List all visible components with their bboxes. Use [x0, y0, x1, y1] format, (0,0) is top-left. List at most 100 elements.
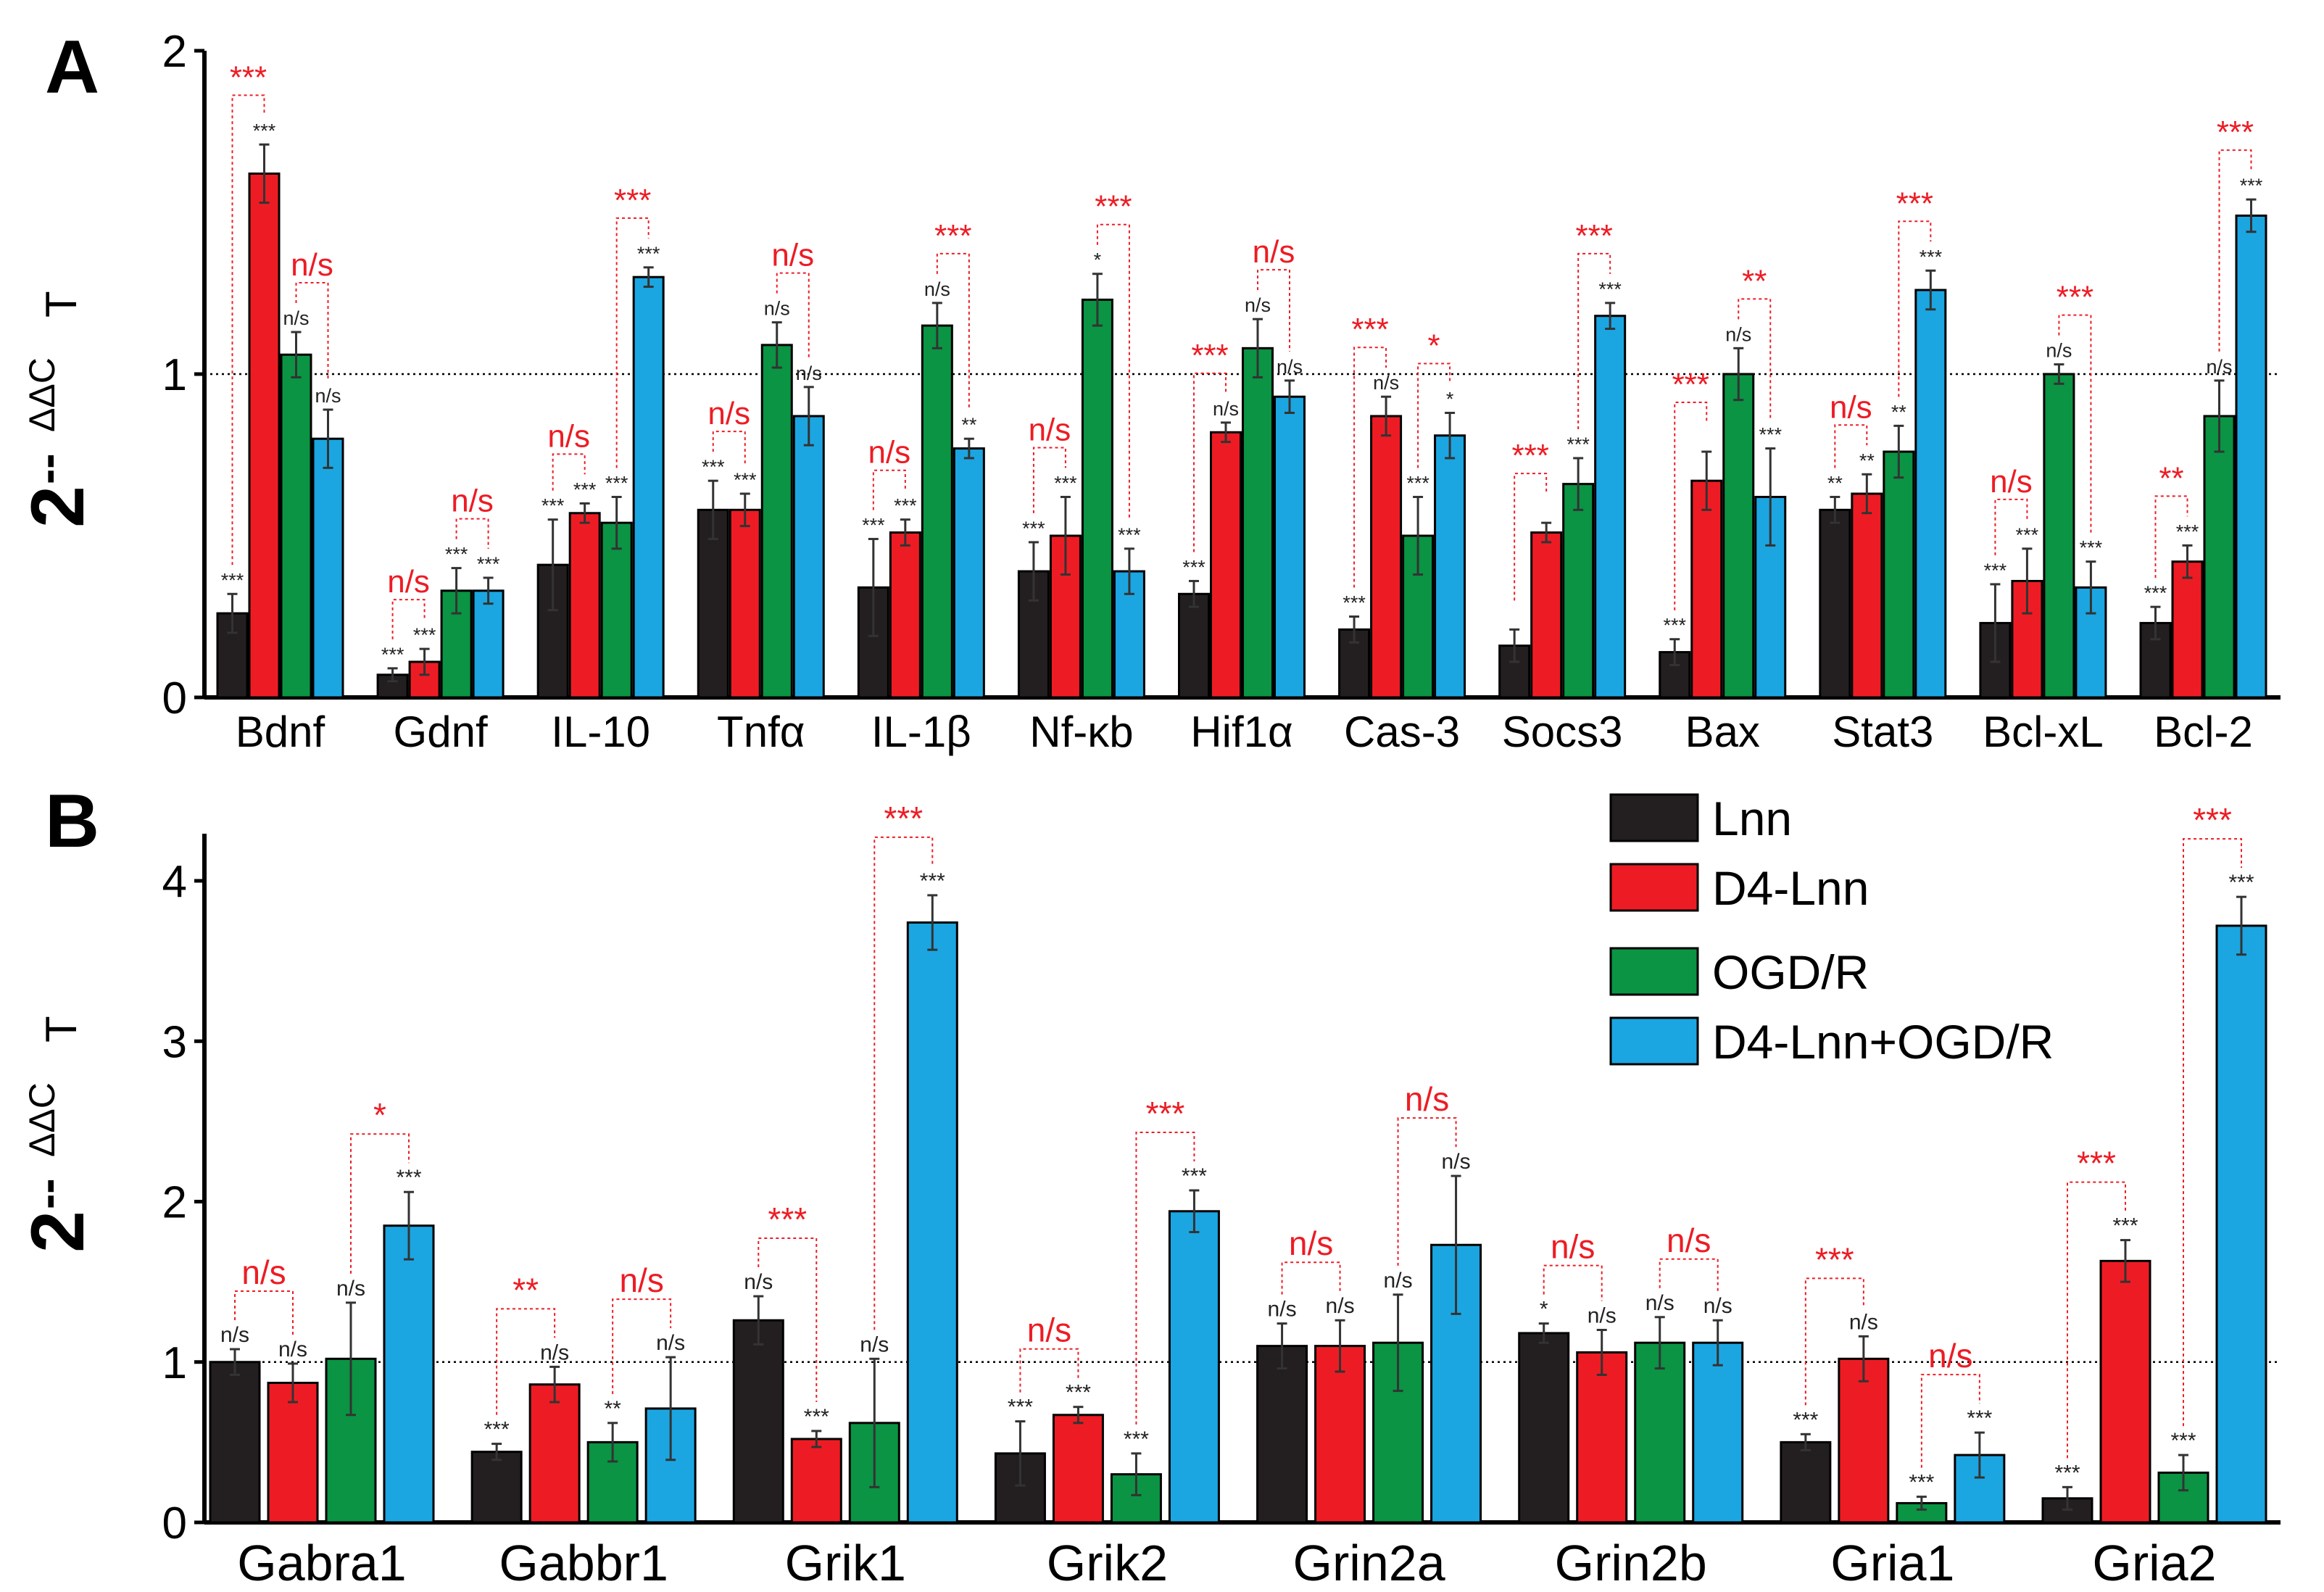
panel-a: A 2 -- ΔΔC T 012******n/sn/s***n/sBdnf**…	[16, 25, 2281, 756]
bar-significance: ***	[920, 869, 945, 893]
bar	[1274, 395, 1306, 699]
bar-significance: ***	[1566, 434, 1590, 455]
bar-significance: n/s	[1245, 294, 1271, 316]
panel-b-plot: 01234n/sn/sn/s***n/s*Gabra1***n/s**n/s**…	[162, 800, 2281, 1591]
bar-significance: ***	[605, 472, 628, 494]
bar	[1256, 1345, 1308, 1524]
bar-significance: n/s	[1268, 1298, 1297, 1322]
bracket-label: ***	[1896, 186, 1933, 221]
bar	[568, 512, 601, 699]
bar-significance: ***	[2080, 537, 2103, 559]
bar-significance: ***	[2240, 175, 2263, 196]
category-label: Cas-3	[1344, 708, 1460, 756]
category-label: Grin2b	[1555, 1535, 1707, 1591]
bar-significance: ***	[221, 569, 244, 591]
bracket-label: *	[373, 1096, 386, 1134]
significance-bracket	[1397, 1117, 1457, 1266]
bar-significance: n/s	[1213, 398, 1239, 420]
bracket-label: ***	[768, 1201, 807, 1238]
significance-bracket	[1135, 1132, 1195, 1425]
bracket-label: ***	[2217, 115, 2254, 150]
legend-label: OGD/R	[1712, 945, 1869, 999]
significance-bracket	[712, 431, 746, 465]
category-label: Gdnf	[394, 708, 488, 756]
significance-bracket	[1417, 362, 1451, 468]
category-label: Bax	[1685, 708, 1760, 756]
panel-b-ylabel-sup: ΔΔC	[22, 1082, 62, 1157]
significance-bracket	[1019, 1348, 1079, 1393]
bar-significance: ***	[1920, 246, 1943, 268]
significance-bracket	[1281, 1261, 1341, 1295]
bar-significance: ***	[2054, 1461, 2080, 1485]
bracket-label: n/s	[771, 238, 814, 273]
bar-significance: ***	[1054, 472, 1077, 494]
significance-bracket	[350, 1133, 410, 1274]
bar-significance: ***	[2228, 871, 2254, 895]
bar	[1576, 1351, 1628, 1524]
bracket-label: **	[2159, 460, 2183, 496]
bar	[1914, 289, 1947, 699]
bracket-label: n/s	[241, 1253, 286, 1291]
bar-significance: ***	[1022, 518, 1045, 539]
y-tick-label: 2	[162, 27, 187, 77]
bar	[1594, 315, 1627, 699]
bar-significance: n/s	[336, 1277, 365, 1301]
bar-significance: n/s	[1326, 1294, 1355, 1318]
significance-bracket	[612, 1298, 672, 1394]
bracket-label: *	[1428, 328, 1440, 364]
significance-bracket	[295, 282, 329, 381]
bar	[383, 1224, 435, 1524]
bar-significance: **	[604, 1397, 621, 1421]
significance-bracket	[552, 453, 586, 491]
category-label: IL-10	[551, 708, 650, 756]
panel-a-ylabel-sub: T	[37, 291, 86, 318]
bar	[1780, 1440, 1832, 1524]
significance-bracket	[2183, 838, 2242, 1427]
bar-significance: n/s	[220, 1323, 249, 1347]
panel-a-label: A	[45, 25, 99, 109]
bar-significance: n/s	[1588, 1304, 1617, 1328]
bar-significance: ***	[477, 553, 500, 575]
bracket-label: n/s	[1830, 389, 1872, 425]
bar	[2043, 373, 2075, 699]
category-label: Gria1	[1830, 1535, 1954, 1591]
bracket-label: ***	[934, 218, 971, 254]
bar-significance: n/s	[283, 307, 309, 329]
bar	[697, 508, 729, 699]
bar-significance: ***	[1008, 1396, 1033, 1419]
bar	[600, 521, 633, 699]
bar	[248, 172, 281, 699]
bar-significance: ***	[804, 1405, 829, 1429]
bar-significance: n/s	[278, 1338, 307, 1361]
bar	[1659, 651, 1691, 699]
bar	[732, 1319, 784, 1524]
bar-significance: ***	[2144, 582, 2167, 604]
bar	[1370, 415, 1403, 699]
category-label: Bdnf	[236, 708, 325, 756]
bar-significance: ***	[1967, 1406, 1992, 1430]
bar	[2235, 214, 2267, 699]
bar-significance: ***	[413, 624, 436, 646]
bracket-label: n/s	[1928, 1337, 1972, 1375]
y-tick-label: 0	[162, 673, 187, 724]
bracket-label: ***	[1815, 1240, 1854, 1278]
category-label: Gabra1	[237, 1535, 406, 1591]
category-label: Gabbr1	[499, 1535, 668, 1591]
significance-bracket	[758, 1237, 818, 1402]
significance-bracket	[936, 252, 970, 410]
bar-significance: **	[1859, 449, 1875, 471]
bracket-label: ***	[230, 59, 267, 95]
significance-bracket	[1353, 347, 1387, 588]
bar-significance: ***	[2016, 524, 2039, 546]
bar-significance: ***	[1663, 615, 1686, 637]
y-tick-label: 4	[162, 857, 187, 907]
category-label: Bcl-2	[2154, 708, 2253, 756]
bar	[1338, 628, 1371, 699]
bracket-label: n/s	[1289, 1224, 1333, 1262]
bar	[1052, 1414, 1104, 1524]
bar	[921, 324, 953, 699]
panel-b: B 2 -- ΔΔC T 01234n/sn/sn/s***n/s*Gabra1…	[16, 779, 2281, 1591]
legend-swatch	[1609, 947, 1699, 996]
bar-significance: n/s	[1373, 372, 1399, 394]
significance-bracket	[1659, 1258, 1719, 1292]
